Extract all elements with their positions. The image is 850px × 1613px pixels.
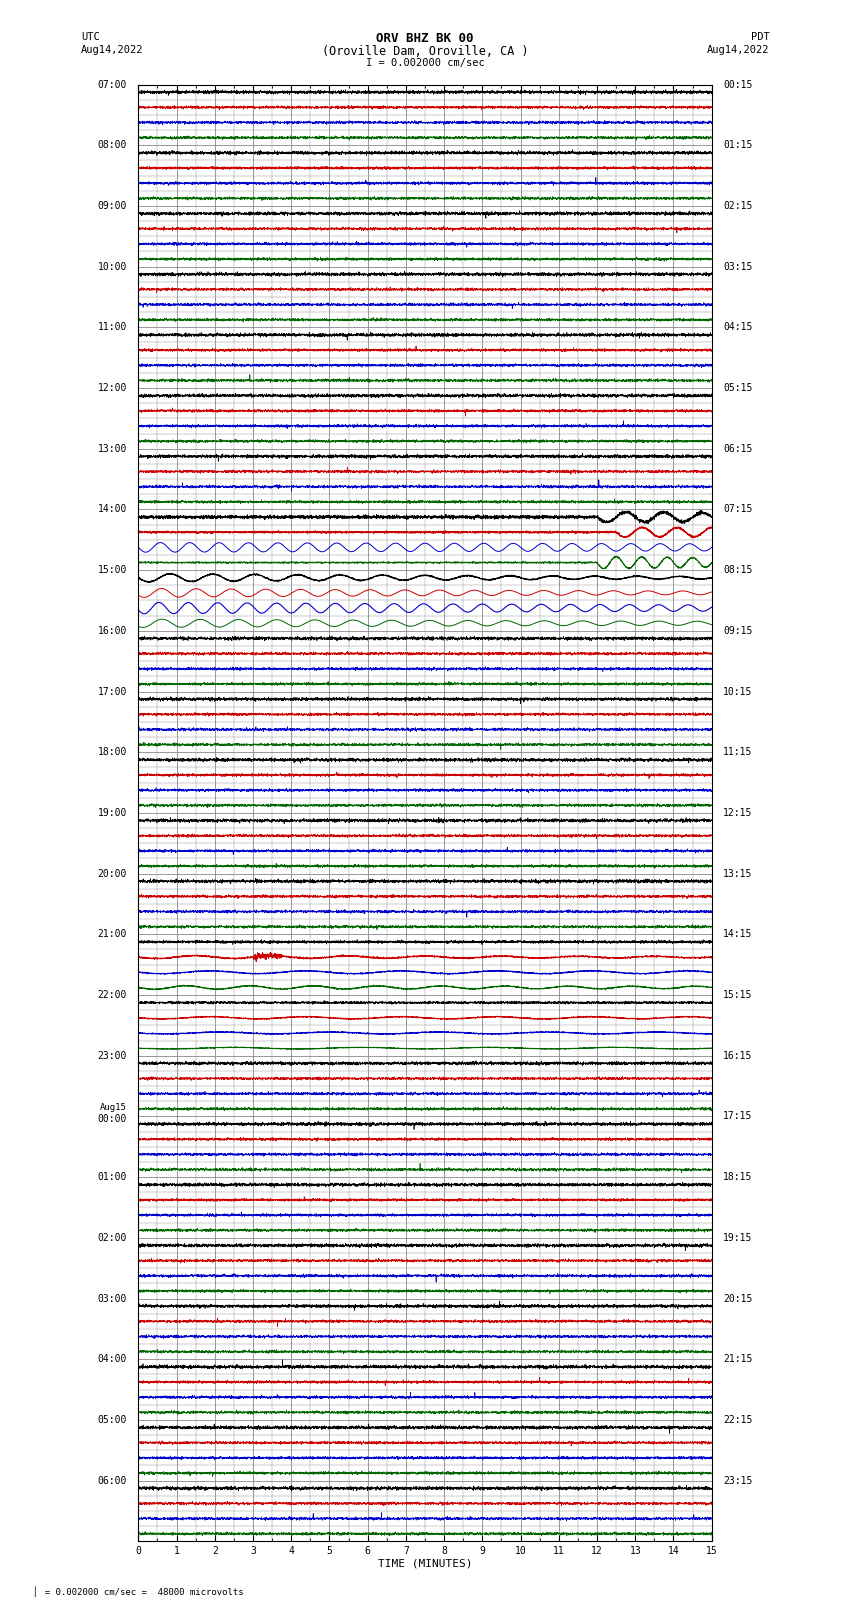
Text: 15:15: 15:15 xyxy=(723,990,752,1000)
Text: 19:15: 19:15 xyxy=(723,1232,752,1244)
Text: 03:15: 03:15 xyxy=(723,261,752,271)
Text: 07:15: 07:15 xyxy=(723,505,752,515)
Text: I = 0.002000 cm/sec: I = 0.002000 cm/sec xyxy=(366,58,484,68)
Text: PDT: PDT xyxy=(751,32,769,42)
Text: Aug14,2022: Aug14,2022 xyxy=(706,45,769,55)
Text: 14:15: 14:15 xyxy=(723,929,752,939)
Text: 01:15: 01:15 xyxy=(723,140,752,150)
Text: 13:00: 13:00 xyxy=(98,444,127,453)
X-axis label: TIME (MINUTES): TIME (MINUTES) xyxy=(377,1560,473,1569)
Text: 15:00: 15:00 xyxy=(98,565,127,576)
Text: 17:15: 17:15 xyxy=(723,1111,752,1121)
Text: 06:00: 06:00 xyxy=(98,1476,127,1486)
Text: 06:15: 06:15 xyxy=(723,444,752,453)
Text: Aug15: Aug15 xyxy=(100,1103,127,1111)
Text: 22:00: 22:00 xyxy=(98,990,127,1000)
Text: 20:15: 20:15 xyxy=(723,1294,752,1303)
Text: 19:00: 19:00 xyxy=(98,808,127,818)
Text: 04:00: 04:00 xyxy=(98,1355,127,1365)
Text: 21:00: 21:00 xyxy=(98,929,127,939)
Text: ▏ = 0.002000 cm/sec =  48000 microvolts: ▏ = 0.002000 cm/sec = 48000 microvolts xyxy=(34,1586,244,1597)
Text: 10:15: 10:15 xyxy=(723,687,752,697)
Text: 11:00: 11:00 xyxy=(98,323,127,332)
Text: 09:00: 09:00 xyxy=(98,202,127,211)
Text: 23:15: 23:15 xyxy=(723,1476,752,1486)
Text: 02:15: 02:15 xyxy=(723,202,752,211)
Text: 12:00: 12:00 xyxy=(98,382,127,394)
Text: ORV BHZ BK 00: ORV BHZ BK 00 xyxy=(377,32,473,45)
Text: 11:15: 11:15 xyxy=(723,747,752,756)
Text: 17:00: 17:00 xyxy=(98,687,127,697)
Text: 12:15: 12:15 xyxy=(723,808,752,818)
Text: 01:00: 01:00 xyxy=(98,1173,127,1182)
Text: 03:00: 03:00 xyxy=(98,1294,127,1303)
Text: 16:00: 16:00 xyxy=(98,626,127,636)
Text: 00:15: 00:15 xyxy=(723,79,752,89)
Text: 16:15: 16:15 xyxy=(723,1050,752,1061)
Text: (Oroville Dam, Oroville, CA ): (Oroville Dam, Oroville, CA ) xyxy=(321,45,529,58)
Text: 00:00: 00:00 xyxy=(98,1115,127,1124)
Text: 07:00: 07:00 xyxy=(98,79,127,89)
Text: 10:00: 10:00 xyxy=(98,261,127,271)
Text: 18:00: 18:00 xyxy=(98,747,127,756)
Text: 21:15: 21:15 xyxy=(723,1355,752,1365)
Text: 05:15: 05:15 xyxy=(723,382,752,394)
Text: 08:15: 08:15 xyxy=(723,565,752,576)
Text: 18:15: 18:15 xyxy=(723,1173,752,1182)
Text: 08:00: 08:00 xyxy=(98,140,127,150)
Text: 20:00: 20:00 xyxy=(98,869,127,879)
Text: 23:00: 23:00 xyxy=(98,1050,127,1061)
Text: 22:15: 22:15 xyxy=(723,1415,752,1424)
Text: Aug14,2022: Aug14,2022 xyxy=(81,45,144,55)
Text: 05:00: 05:00 xyxy=(98,1415,127,1424)
Text: UTC: UTC xyxy=(81,32,99,42)
Text: 09:15: 09:15 xyxy=(723,626,752,636)
Text: 04:15: 04:15 xyxy=(723,323,752,332)
Text: 14:00: 14:00 xyxy=(98,505,127,515)
Text: 13:15: 13:15 xyxy=(723,869,752,879)
Text: 02:00: 02:00 xyxy=(98,1232,127,1244)
